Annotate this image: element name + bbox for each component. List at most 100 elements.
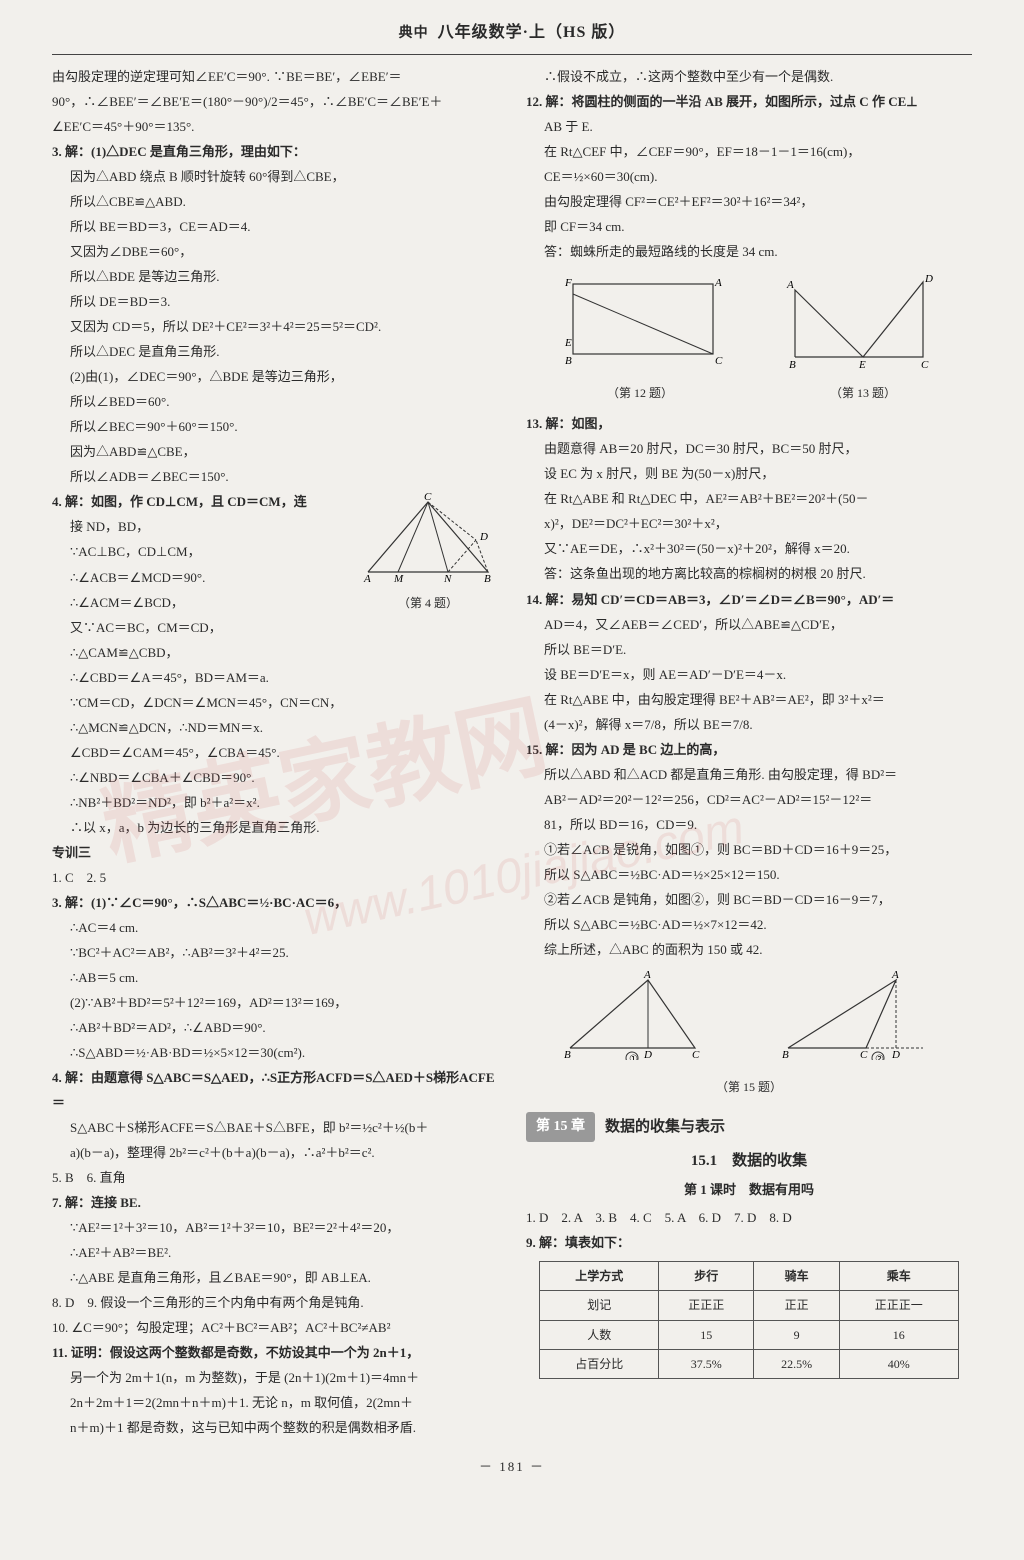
text: 设 BE＝D′E＝x，则 AE＝AD′－D′E＝4－x. (526, 663, 972, 687)
svg-text:N: N (443, 573, 452, 582)
text: 在 Rt△ABE 中，由勾股定理得 BE²＋AB²＝AE²，即 3²＋x²＝ (526, 688, 972, 712)
text: 8. D 9. 假设一个三角形的三个内角中有两个角是钝角. (52, 1291, 498, 1315)
figure-15-caption: （第 15 题） (526, 1076, 972, 1098)
svg-text:B: B (565, 355, 572, 367)
text: 2n＋2m＋1＝2(2mn＋n＋m)＋1. 无论 n，m 取何值，2(2mn＋ (52, 1391, 498, 1415)
text: 1. C 2. 5 (52, 866, 498, 890)
zx3-p3-head: 3. 解：(1)∵∠C＝90°，∴S△ABC＝½·BC·AC＝6， (52, 891, 498, 915)
p11-head: 11. 证明：假设这两个整数都是奇数，不妨设其中一个为 2n＋1， (52, 1341, 498, 1365)
triangle-diagram-icon: A B C D ② (778, 970, 938, 1060)
figure-12-13-row: F A E B C （第 12 题） A D B E C （第 13 题） (526, 272, 972, 404)
text: 所以∠BEC＝90°＋60°＝150°. (52, 415, 498, 439)
svg-text:F: F (564, 277, 572, 289)
rectangle-diagram-icon: F A E B C (555, 272, 725, 372)
figure-12-caption: （第 12 题） (555, 382, 725, 404)
text: 所以△BDE 是等边三角形. (52, 265, 498, 289)
text: AB 于 E. (526, 115, 972, 139)
table-cell: 9 (754, 1320, 840, 1349)
text: x)²，DE²＝DC²＋EC²＝30²＋x²， (526, 512, 972, 536)
svg-text:A: A (643, 970, 651, 981)
table-row: 划记 正正正 正正 正正正一 (540, 1291, 958, 1320)
text: ∠EE′C＝45°＋90°＝135°. (52, 115, 498, 139)
svg-text:C: C (860, 1049, 868, 1060)
text: 在 Rt△ABE 和 Rt△DEC 中，AE²＝AB²＋BE²＝20²＋(50－ (526, 487, 972, 511)
svg-text:M: M (393, 573, 404, 582)
content-columns: 由勾股定理的逆定理可知∠EE′C＝90°. ∵BE＝BE′，∠EBE′＝ 90°… (52, 65, 972, 1442)
svg-text:B: B (564, 1049, 571, 1060)
text: 由勾股定理的逆定理可知∠EE′C＝90°. ∵BE＝BE′，∠EBE′＝ (52, 65, 498, 89)
section-zx3: 专训三 (52, 841, 498, 865)
triangle-diagram-icon: A M N B C D (358, 492, 498, 582)
text: (2)∵AB²＋BD²＝5²＋12²＝169，AD²＝13²＝169， (52, 991, 498, 1015)
left-column: 由勾股定理的逆定理可知∠EE′C＝90°. ∵BE＝BE′，∠EBE′＝ 90°… (52, 65, 498, 1442)
text: 81，所以 BD＝16，CD＝9. (526, 813, 972, 837)
table-cell: 正正正 (659, 1291, 754, 1320)
svg-text:D: D (643, 1049, 652, 1060)
text: 因为△ABD≌△CBE， (52, 440, 498, 464)
svg-text:C: C (715, 355, 723, 367)
text: AD＝4，又∠AEB＝∠CED′，所以△ABE≌△CD′E， (526, 613, 972, 637)
figure-15-row: A B D C ① A B C D ② (526, 970, 972, 1068)
chapter-label: 第 15 章 (526, 1112, 595, 1142)
table-cell: 37.5% (659, 1349, 754, 1378)
svg-text:E: E (858, 359, 866, 371)
table-header-row: 上学方式 步行 骑车 乘车 (540, 1262, 958, 1291)
text: (2)由(1)，∠DEC＝90°，△BDE 是等边三角形， (52, 365, 498, 389)
text: 所以∠ADB＝∠BEC＝150°. (52, 465, 498, 489)
text: 5. B 6. 直角 (52, 1166, 498, 1190)
chapter-bar: 第 15 章 数据的收集与表示 (526, 1112, 972, 1142)
svg-text:B: B (484, 573, 491, 582)
table-cell: 正正 (754, 1291, 840, 1320)
svg-text:E: E (564, 337, 572, 349)
text: ∴AB＝5 cm. (52, 966, 498, 990)
svg-text:C: C (692, 1049, 700, 1060)
p12-head: 12. 解：将圆柱的侧面的一半沿 AB 展开，如图所示，过点 C 作 CE⊥ (526, 90, 972, 114)
p13-head: 13. 解：如图， (526, 412, 972, 436)
page-header: 典中 八年级数学·上（HS 版） (52, 18, 972, 55)
text: ∴S△ABD＝½·AB·BD＝½×5×12＝30(cm²). (52, 1041, 498, 1065)
table-cell: 22.5% (754, 1349, 840, 1378)
text: ∴∠CBD＝∠A＝45°，BD＝AM＝a. (52, 666, 498, 690)
zx3-p4-head: 4. 解：由题意得 S△ABC＝S△AED，∴S正方形ACFD＝S△AED＋S梯… (52, 1066, 498, 1114)
text: ∴AE²＋AB²＝BE². (52, 1241, 498, 1265)
svg-text:D: D (924, 273, 933, 285)
table-row: 占百分比 37.5% 22.5% 40% (540, 1349, 958, 1378)
text: 所以△ABD 和△ACD 都是直角三角形. 由勾股定理，得 BD²＝ (526, 763, 972, 787)
table-cell: 15 (659, 1320, 754, 1349)
chapter-title: 数据的收集与表示 (605, 1114, 725, 1142)
text: 所以 S△ABC＝½BC·AD＝½×7×12＝42. (526, 913, 972, 937)
p7-head: 7. 解：连接 BE. (52, 1191, 498, 1215)
table-header: 上学方式 (540, 1262, 659, 1291)
text: 另一个为 2m＋1(n，m 为整数)，于是 (2n＋1)(2m＋1)＝4mn＋ (52, 1366, 498, 1390)
table-cell: 正正正一 (839, 1291, 958, 1320)
text: ①若∠ACB 是锐角，如图①，则 BC＝BD＋CD＝16＋9＝25， (526, 838, 972, 862)
figure-4-caption: （第 4 题） (358, 592, 498, 614)
text: AB²－AD²＝20²－12²＝256，CD²＝AC²－AD²＝15²－12²＝ (526, 788, 972, 812)
p14-head: 14. 解：易知 CD′＝CD＝AB＝3，∠D′＝∠D＝∠B＝90°，AD′＝ (526, 588, 972, 612)
text: 所以 DE＝BD＝3. (52, 290, 498, 314)
text: 所以∠BED＝60°. (52, 390, 498, 414)
svg-text:A: A (786, 279, 794, 291)
page-number: － 181 － (52, 1455, 972, 1479)
text: 答：这条鱼出现的地方离比较高的棕榈树的树根 20 肘尺. (526, 562, 972, 586)
table-header: 乘车 (839, 1262, 958, 1291)
table-cell: 占百分比 (540, 1349, 659, 1378)
text: 又∵AC＝BC，CM＝CD， (52, 616, 498, 640)
p9-head: 9. 解：填表如下： (526, 1231, 972, 1255)
svg-text:D: D (479, 531, 488, 543)
text: 因为△ABD 绕点 B 顺时针旋转 60°得到△CBE， (52, 165, 498, 189)
p15-head: 15. 解：因为 AD 是 BC 边上的高， (526, 738, 972, 762)
text: ∴NB²＋BD²＝ND²，即 b²＋a²＝x². (52, 791, 498, 815)
svg-text:D: D (891, 1049, 900, 1060)
figure-13-caption: （第 13 题） (783, 382, 943, 404)
svg-text:C: C (921, 359, 929, 371)
text: ∴△CAM≌△CBD， (52, 641, 498, 665)
text: 所以 S△ABC＝½BC·AD＝½×25×12＝150. (526, 863, 972, 887)
text: ∵BC²＋AC²＝AB²，∴AB²＝3²＋4²＝25. (52, 941, 498, 965)
svg-text:B: B (789, 359, 796, 371)
text: 又∵AE＝DE，∴x²＋30²＝(50－x)²＋20²，解得 x＝20. (526, 537, 972, 561)
table-row: 人数 15 9 16 (540, 1320, 958, 1349)
triangle-diagram-icon: A B D C ① (560, 970, 710, 1060)
table-cell: 40% (839, 1349, 958, 1378)
text: S△ABC＋S梯形ACFE＝S△BAE＋S△BFE，即 b²＝½c²＋½(b＋ (52, 1116, 498, 1140)
